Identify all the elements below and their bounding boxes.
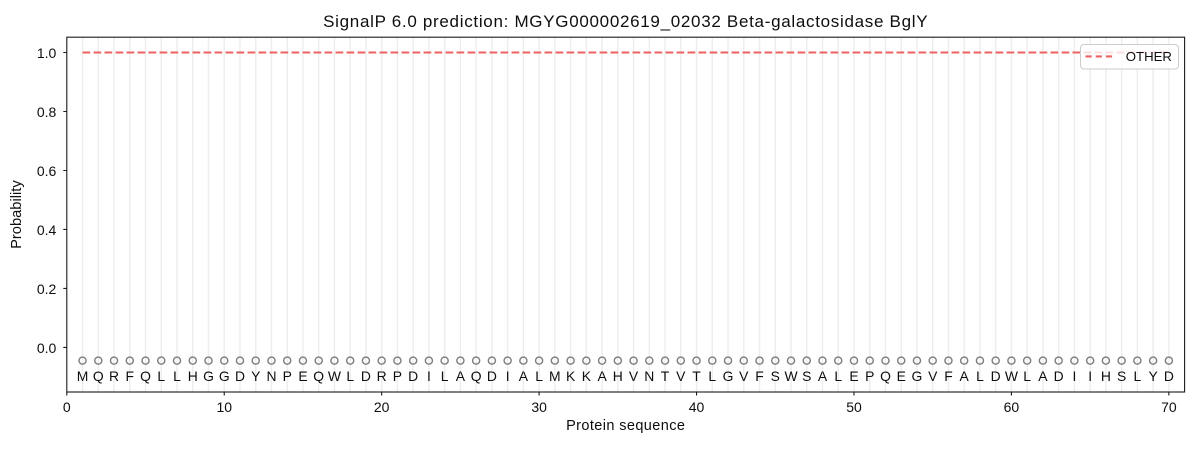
svg-text:0.0: 0.0 [37,340,57,356]
svg-text:F: F [944,368,953,384]
svg-text:Q: Q [880,368,891,384]
svg-text:G: G [219,368,230,384]
svg-text:A: A [597,368,607,384]
svg-text:D: D [361,368,371,384]
svg-text:K: K [566,368,576,384]
svg-text:D: D [235,368,245,384]
svg-text:Probability: Probability [9,180,25,249]
svg-text:K: K [582,368,592,384]
svg-text:OTHER: OTHER [1126,49,1172,64]
svg-text:I: I [1072,368,1076,384]
svg-text:0.8: 0.8 [37,104,57,120]
svg-text:M: M [77,368,89,384]
svg-text:Protein sequence: Protein sequence [566,418,685,434]
svg-text:S: S [802,368,811,384]
svg-text:T: T [692,368,701,384]
svg-text:L: L [1023,368,1031,384]
svg-text:N: N [644,368,654,384]
svg-text:D: D [408,368,418,384]
svg-text:10: 10 [216,399,232,415]
svg-text:0.4: 0.4 [37,222,57,238]
svg-text:W: W [784,368,798,384]
svg-text:0.2: 0.2 [37,281,57,297]
svg-text:Q: Q [313,368,324,384]
svg-text:0.6: 0.6 [37,163,57,179]
svg-text:V: V [739,368,749,384]
svg-text:R: R [377,368,387,384]
svg-text:L: L [441,368,449,384]
svg-text:70: 70 [1161,399,1177,415]
svg-text:A: A [818,368,828,384]
svg-text:60: 60 [1004,399,1020,415]
svg-text:G: G [723,368,734,384]
svg-text:F: F [126,368,135,384]
svg-text:0: 0 [63,399,71,415]
svg-text:P: P [393,368,402,384]
svg-text:E: E [849,368,858,384]
svg-text:H: H [613,368,623,384]
svg-text:T: T [661,368,670,384]
svg-text:S: S [1117,368,1126,384]
svg-text:30: 30 [531,399,547,415]
svg-text:R: R [109,368,119,384]
svg-text:L: L [708,368,716,384]
svg-text:D: D [1164,368,1174,384]
svg-text:M: M [549,368,561,384]
svg-text:V: V [928,368,938,384]
svg-text:A: A [456,368,466,384]
svg-text:V: V [629,368,639,384]
svg-text:SignalP 6.0 prediction: MGYG00: SignalP 6.0 prediction: MGYG000002619_02… [323,12,928,31]
svg-text:W: W [1005,368,1019,384]
svg-text:A: A [960,368,970,384]
svg-text:40: 40 [689,399,705,415]
svg-text:D: D [991,368,1001,384]
svg-text:H: H [188,368,198,384]
svg-text:E: E [298,368,307,384]
svg-text:I: I [506,368,510,384]
svg-text:W: W [328,368,342,384]
svg-text:L: L [1134,368,1142,384]
svg-text:Y: Y [1148,368,1157,384]
svg-text:L: L [834,368,842,384]
svg-text:Y: Y [251,368,260,384]
svg-text:F: F [755,368,764,384]
svg-text:1.0: 1.0 [37,45,57,61]
svg-text:V: V [676,368,686,384]
svg-text:I: I [1088,368,1092,384]
svg-text:D: D [487,368,497,384]
svg-text:Q: Q [93,368,104,384]
svg-text:Q: Q [140,368,151,384]
svg-text:20: 20 [374,399,390,415]
svg-text:L: L [535,368,543,384]
svg-text:S: S [771,368,780,384]
svg-text:G: G [912,368,923,384]
svg-text:50: 50 [846,399,862,415]
svg-text:L: L [157,368,165,384]
svg-text:P: P [283,368,292,384]
svg-text:L: L [976,368,984,384]
svg-text:A: A [1038,368,1048,384]
svg-text:P: P [865,368,874,384]
svg-text:L: L [173,368,181,384]
svg-text:D: D [1054,368,1064,384]
svg-text:G: G [203,368,214,384]
svg-text:L: L [346,368,354,384]
svg-text:Q: Q [471,368,482,384]
svg-text:I: I [427,368,431,384]
svg-text:A: A [519,368,529,384]
svg-text:E: E [897,368,906,384]
svg-text:N: N [266,368,276,384]
svg-text:H: H [1101,368,1111,384]
